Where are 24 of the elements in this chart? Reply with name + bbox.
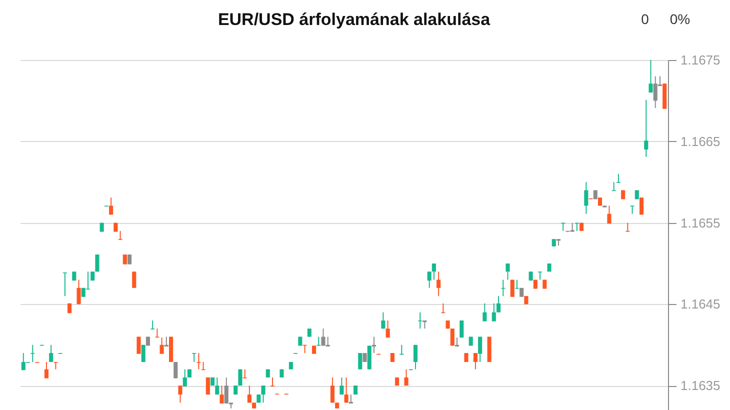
candlestick bbox=[270, 376, 275, 387]
candlestick bbox=[155, 328, 160, 338]
candlestick bbox=[616, 173, 620, 184]
candlestick bbox=[196, 352, 201, 370]
candlestick bbox=[242, 368, 247, 379]
text: 0 bbox=[641, 11, 650, 27]
candlestick bbox=[54, 361, 58, 370]
y-tick-label: 1.1675 bbox=[680, 52, 720, 68]
candlestick bbox=[602, 205, 607, 208]
y-tick-label: 1.1665 bbox=[680, 134, 720, 149]
y-tick-label: 1.1645 bbox=[680, 296, 720, 312]
candlestick bbox=[30, 344, 35, 362]
candlestick bbox=[612, 182, 616, 192]
candlestick bbox=[192, 352, 196, 362]
candlestick bbox=[118, 230, 122, 240]
candlestick bbox=[630, 205, 634, 214]
candlestick bbox=[418, 312, 422, 330]
text: 0% bbox=[670, 11, 690, 27]
candlestick bbox=[538, 271, 542, 280]
y-tick-label: 1.1655 bbox=[680, 215, 720, 230]
candlestick bbox=[150, 320, 155, 330]
chart-title: EUR/USD árfolyamának alakulása bbox=[218, 10, 491, 29]
candlestick bbox=[62, 272, 67, 297]
y-tick-label: 1.1635 bbox=[680, 378, 720, 394]
